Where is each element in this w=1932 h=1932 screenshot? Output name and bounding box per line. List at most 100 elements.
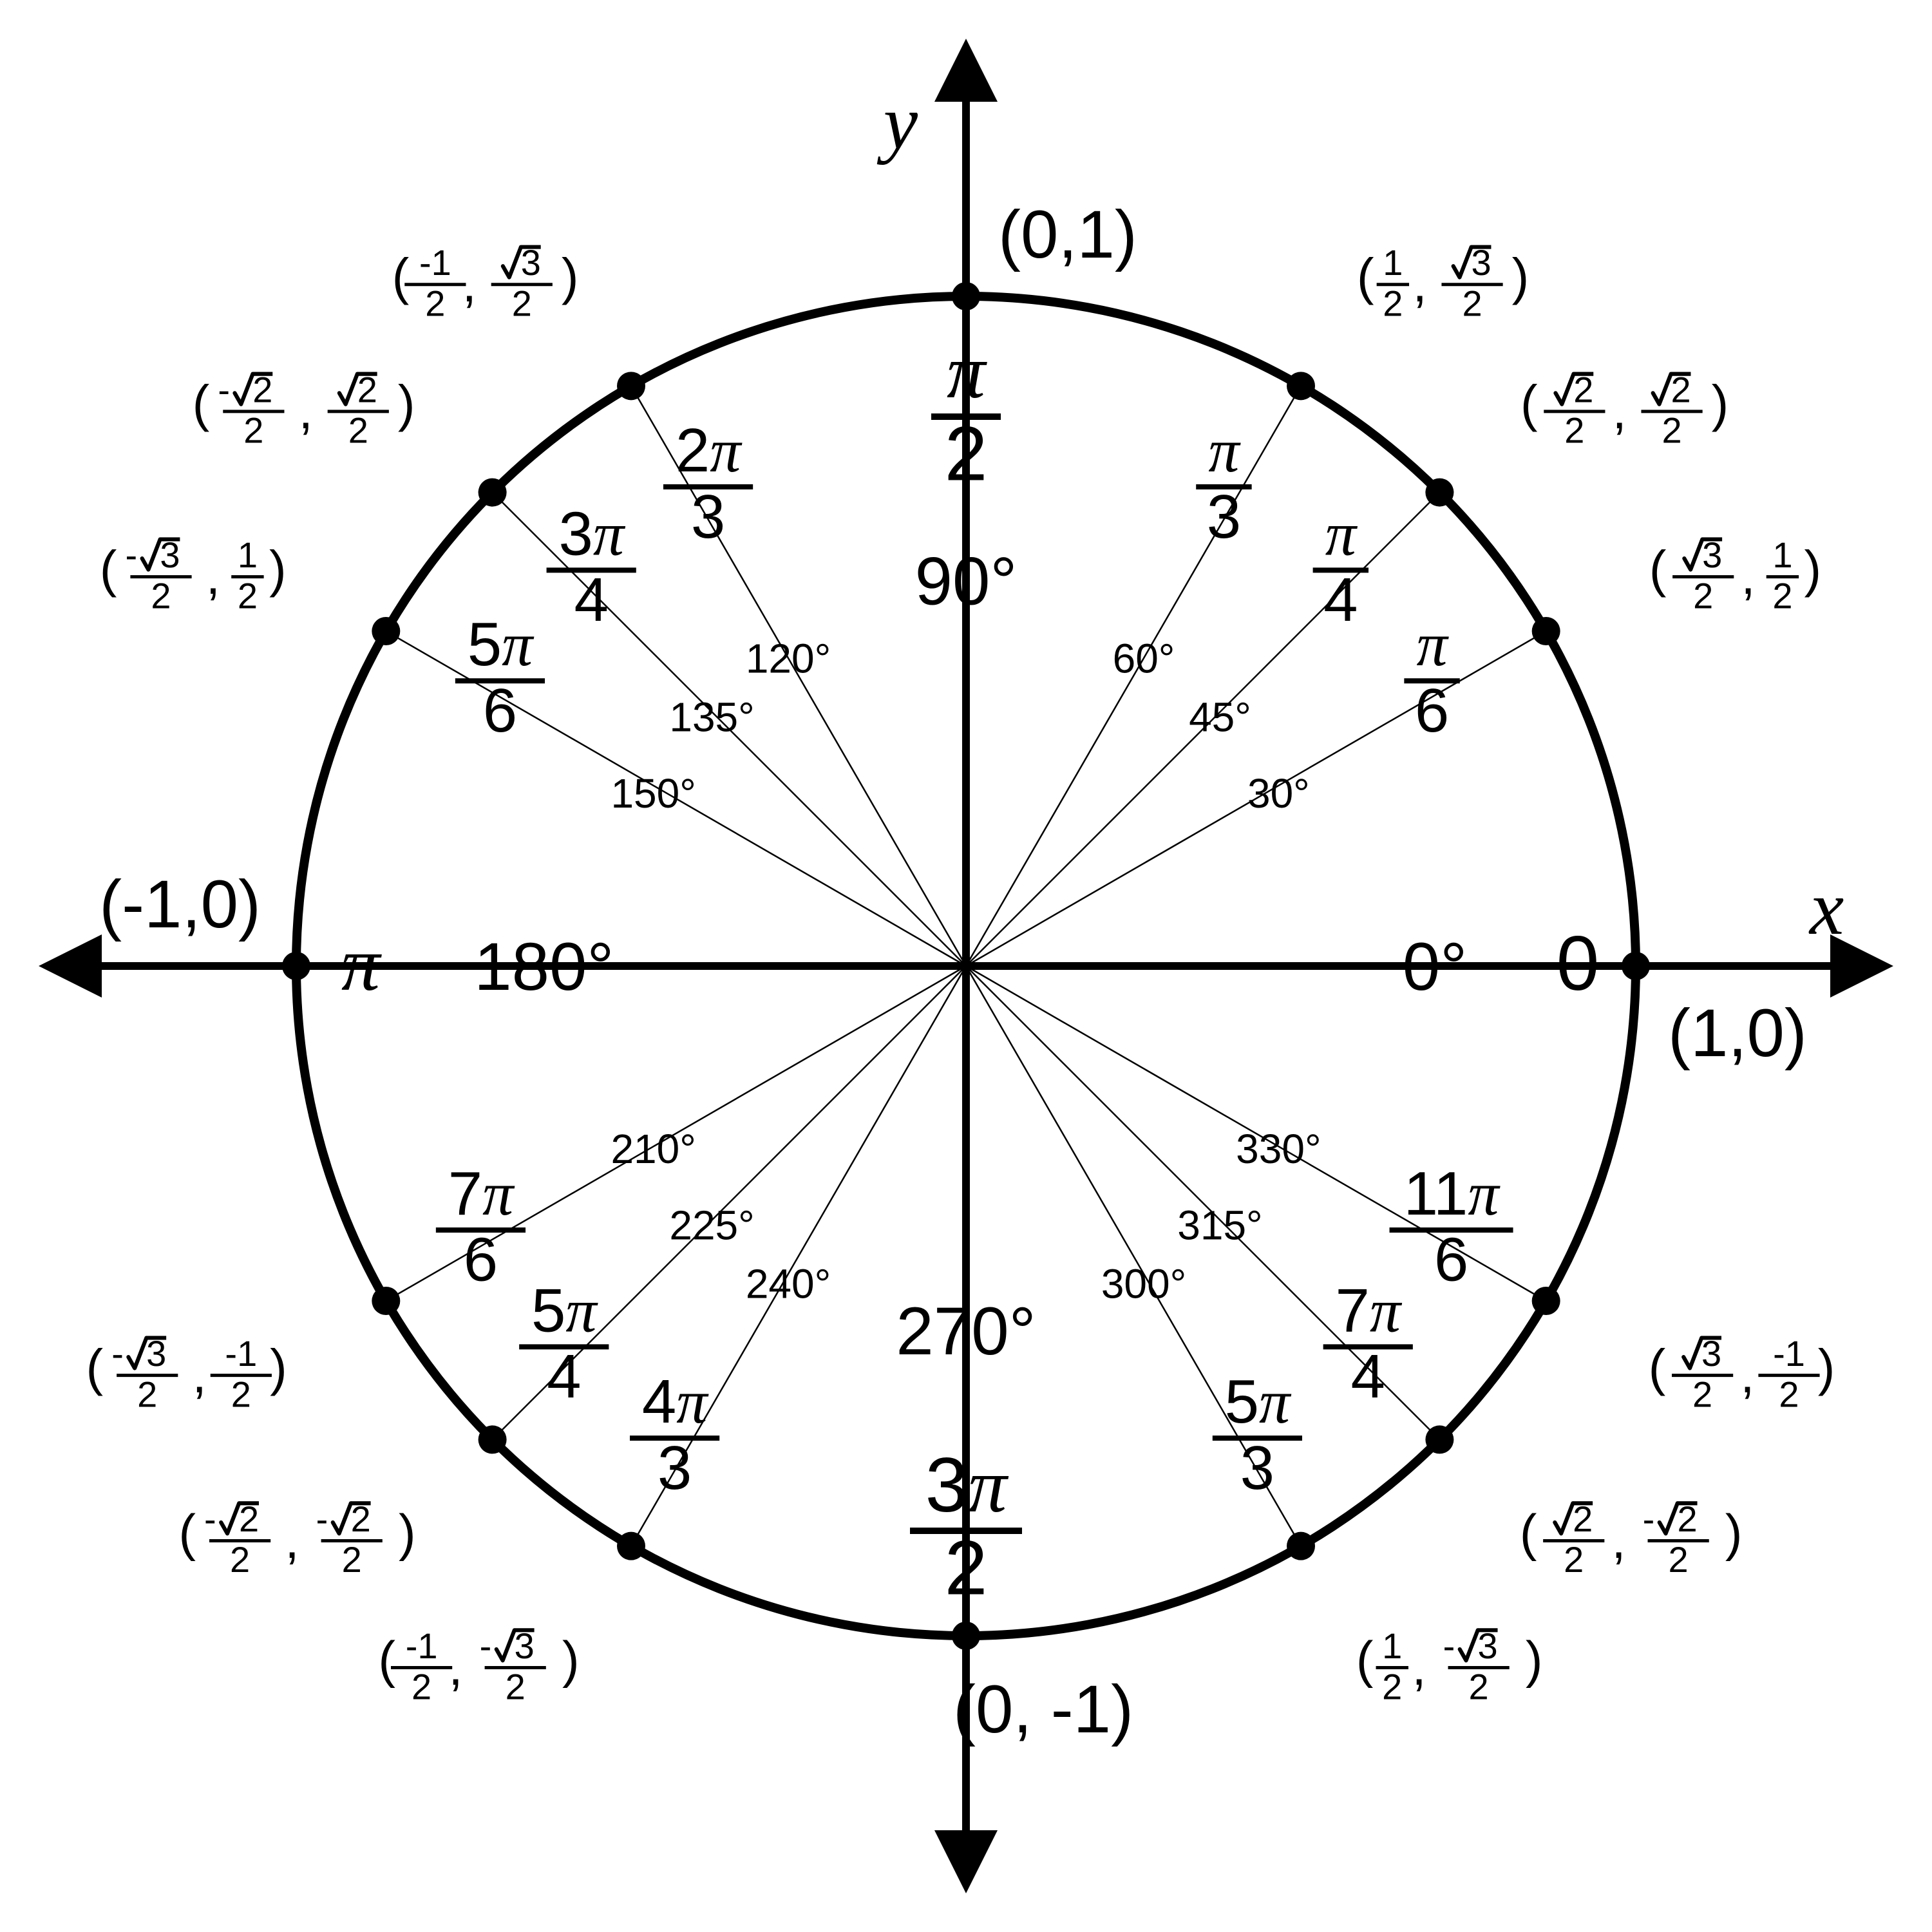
svg-text:2: 2 <box>1772 575 1792 616</box>
svg-text:-: - <box>218 369 230 410</box>
svg-text:2: 2 <box>1573 1499 1593 1539</box>
svg-text:2: 2 <box>238 575 258 616</box>
svg-text:2: 2 <box>1382 1666 1402 1707</box>
svg-text:1: 1 <box>1382 1625 1402 1666</box>
svg-text:2: 2 <box>351 1499 371 1539</box>
svg-text:2: 2 <box>1462 283 1482 324</box>
svg-text:): ) <box>1712 375 1729 432</box>
svg-text:2: 2 <box>1573 369 1593 410</box>
svg-text:2: 2 <box>512 283 532 324</box>
svg-text:(: ( <box>86 1339 104 1396</box>
svg-text:7π: 7π <box>1335 1276 1402 1345</box>
svg-text:2: 2 <box>1469 1666 1489 1707</box>
svg-text:4: 4 <box>574 565 608 634</box>
svg-text:6: 6 <box>1415 676 1449 745</box>
svg-text:): ) <box>269 540 287 598</box>
svg-text:x: x <box>1808 865 1844 951</box>
svg-text:2: 2 <box>239 1499 259 1539</box>
svg-text:2: 2 <box>342 1539 362 1580</box>
svg-text:-: - <box>111 1333 124 1374</box>
svg-text:7π: 7π <box>448 1159 515 1228</box>
svg-text:(: ( <box>1357 248 1374 305</box>
svg-text:6: 6 <box>1434 1226 1468 1294</box>
svg-text:π: π <box>1325 499 1358 568</box>
svg-text:3: 3 <box>658 1434 692 1502</box>
svg-text:): ) <box>270 1339 287 1396</box>
svg-text:2: 2 <box>425 283 445 324</box>
svg-text:(: ( <box>392 248 410 305</box>
svg-text:2: 2 <box>945 410 988 497</box>
svg-text:2: 2 <box>506 1666 526 1707</box>
svg-text:2π: 2π <box>676 416 743 485</box>
svg-text:,: , <box>206 547 220 605</box>
svg-text:-: - <box>480 1625 492 1666</box>
svg-text:-: - <box>1443 1625 1455 1666</box>
svg-text:135°: 135° <box>669 694 754 741</box>
svg-text:0: 0 <box>1557 920 1600 1007</box>
svg-text:2: 2 <box>1564 410 1584 451</box>
svg-text:1: 1 <box>1772 535 1792 575</box>
svg-text:6: 6 <box>483 676 517 745</box>
svg-text:240°: 240° <box>746 1260 831 1307</box>
svg-text:315°: 315° <box>1177 1202 1262 1248</box>
svg-text:(0,1): (0,1) <box>998 197 1137 272</box>
svg-text:(: ( <box>1649 1339 1666 1396</box>
svg-text:3: 3 <box>515 1625 535 1666</box>
svg-text:2: 2 <box>1779 1374 1799 1414</box>
svg-text:-1: -1 <box>419 242 451 283</box>
svg-text:3: 3 <box>1702 535 1722 575</box>
svg-text:11π: 11π <box>1404 1159 1501 1228</box>
svg-text:120°: 120° <box>746 636 831 682</box>
svg-text:): ) <box>1818 1339 1835 1396</box>
svg-text:3: 3 <box>1240 1434 1274 1502</box>
svg-text:30°: 30° <box>1247 770 1310 817</box>
svg-text:): ) <box>562 248 579 305</box>
svg-text:2: 2 <box>231 1374 251 1414</box>
svg-text:1: 1 <box>1383 242 1403 283</box>
svg-text:2: 2 <box>137 1374 157 1414</box>
svg-text:,: , <box>1740 1346 1754 1403</box>
svg-text:2: 2 <box>1678 1499 1698 1539</box>
svg-text:3π: 3π <box>925 1442 1009 1528</box>
svg-text:6: 6 <box>464 1226 498 1294</box>
svg-text:-1: -1 <box>1773 1333 1805 1374</box>
svg-text:(: ( <box>1356 1631 1374 1689</box>
svg-text:,: , <box>1612 382 1626 439</box>
svg-text:2: 2 <box>1693 575 1713 616</box>
svg-text:90°: 90° <box>915 544 1018 619</box>
svg-text:(: ( <box>378 1631 395 1689</box>
svg-text:,: , <box>1611 1511 1625 1569</box>
svg-text:-1: -1 <box>225 1333 257 1374</box>
svg-text:(: ( <box>1520 1504 1537 1562</box>
svg-text:2: 2 <box>945 1524 988 1611</box>
svg-text:π: π <box>341 921 382 1007</box>
svg-text:): ) <box>1512 248 1530 305</box>
svg-text:-: - <box>1643 1499 1655 1539</box>
svg-text:,: , <box>1412 1638 1426 1696</box>
svg-text:270°: 270° <box>896 1294 1036 1369</box>
svg-text:): ) <box>562 1631 580 1689</box>
svg-text:(0, -1): (0, -1) <box>953 1672 1133 1747</box>
svg-text:2: 2 <box>1383 283 1403 324</box>
svg-text:4: 4 <box>1323 565 1358 634</box>
svg-text:3: 3 <box>146 1333 166 1374</box>
svg-text:2: 2 <box>412 1666 431 1707</box>
unit-circle-diagram: xy0°0(1,0)90°π2(0,1)180°π(-1,0)270°3π2(0… <box>0 0 1932 1932</box>
svg-text:,: , <box>299 382 313 439</box>
svg-text:3: 3 <box>1207 482 1241 551</box>
svg-text:4: 4 <box>547 1342 581 1411</box>
svg-text:): ) <box>398 375 415 432</box>
svg-text:(: ( <box>1649 540 1667 598</box>
svg-text:,: , <box>1412 255 1426 312</box>
svg-text:3: 3 <box>521 242 541 283</box>
svg-text:3: 3 <box>160 535 180 575</box>
svg-text:,: , <box>285 1511 299 1569</box>
svg-text:2: 2 <box>1669 1539 1689 1580</box>
svg-text:,: , <box>1741 547 1755 605</box>
svg-text:-: - <box>204 1499 216 1539</box>
svg-text:300°: 300° <box>1101 1260 1186 1307</box>
svg-text:-: - <box>316 1499 328 1539</box>
svg-text:π: π <box>1416 610 1449 679</box>
svg-text:π: π <box>947 328 987 414</box>
svg-text:2: 2 <box>230 1539 250 1580</box>
